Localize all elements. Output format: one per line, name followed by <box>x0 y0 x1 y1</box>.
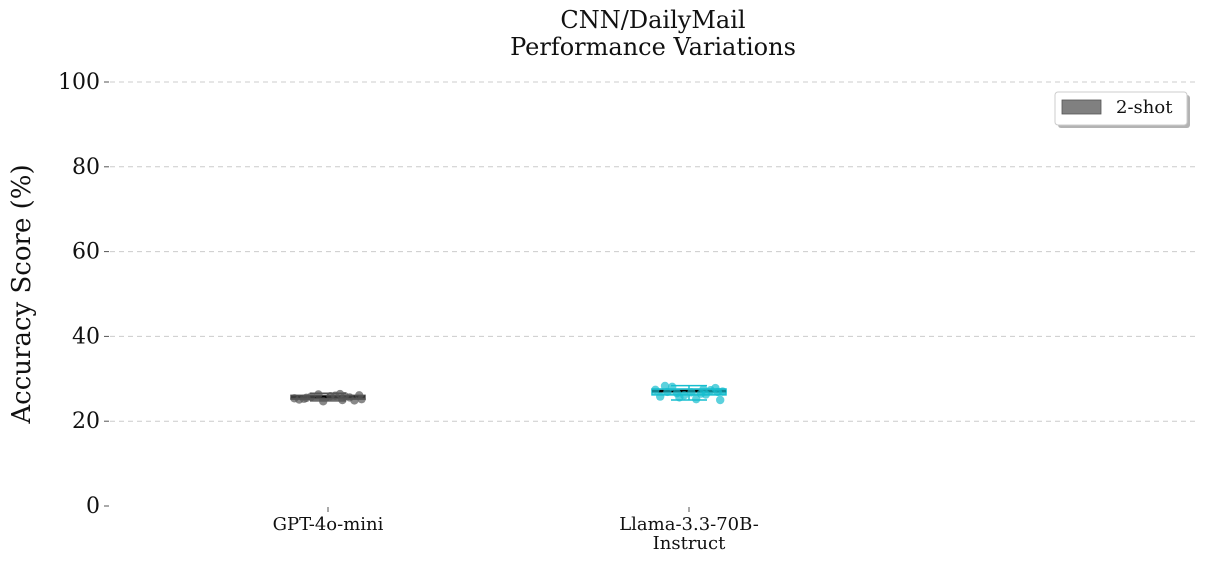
data-point <box>314 390 323 399</box>
y-tick-label: 100 <box>58 70 100 95</box>
y-tick-label: 40 <box>72 324 100 349</box>
y-tick-label: 80 <box>72 155 100 180</box>
data-point <box>355 391 364 400</box>
data-point <box>656 392 665 401</box>
legend-label: 2-shot <box>1116 97 1173 118</box>
data-point <box>307 392 316 401</box>
data-point <box>692 394 701 404</box>
data-point <box>716 395 725 405</box>
data-point <box>713 387 722 397</box>
chart-title: CNN/DailyMail Performance Variations <box>510 6 796 61</box>
chart-title-line2: Performance Variations <box>510 33 796 61</box>
box-group <box>651 381 727 405</box>
legend: 2-shot <box>1054 91 1190 128</box>
data-point <box>699 385 708 394</box>
x-axis: GPT-4o-mini Llama-3.3-70B-Instruct <box>273 507 759 554</box>
legend-swatch <box>1061 99 1102 115</box>
data-point <box>668 382 677 392</box>
data-point <box>651 385 660 395</box>
data-point <box>299 394 309 403</box>
data-point <box>687 388 696 397</box>
x-tick-label: Instruct <box>653 533 726 554</box>
data-point <box>680 391 689 400</box>
y-axis: 0 20 40 60 80 100 <box>58 70 109 519</box>
data-point <box>672 389 682 398</box>
data-point <box>338 395 347 405</box>
grid-lines <box>110 81 1197 422</box>
box-group <box>290 389 366 406</box>
y-axis-label: Accuracy Score (%) <box>7 164 37 424</box>
x-tick-label: GPT-4o-mini <box>273 514 384 535</box>
data-point <box>660 381 670 391</box>
y-tick-label: 60 <box>72 240 100 265</box>
plot-area <box>290 381 727 406</box>
data-point <box>326 391 335 401</box>
data-point <box>706 386 715 395</box>
data-point <box>319 397 328 406</box>
data-point <box>345 393 354 402</box>
y-tick-label: 0 <box>86 494 100 519</box>
chart-title-line1: CNN/DailyMail <box>560 6 745 34</box>
y-tick-label: 20 <box>72 409 100 434</box>
x-tick-label: Llama-3.3-70B- <box>619 514 759 535</box>
